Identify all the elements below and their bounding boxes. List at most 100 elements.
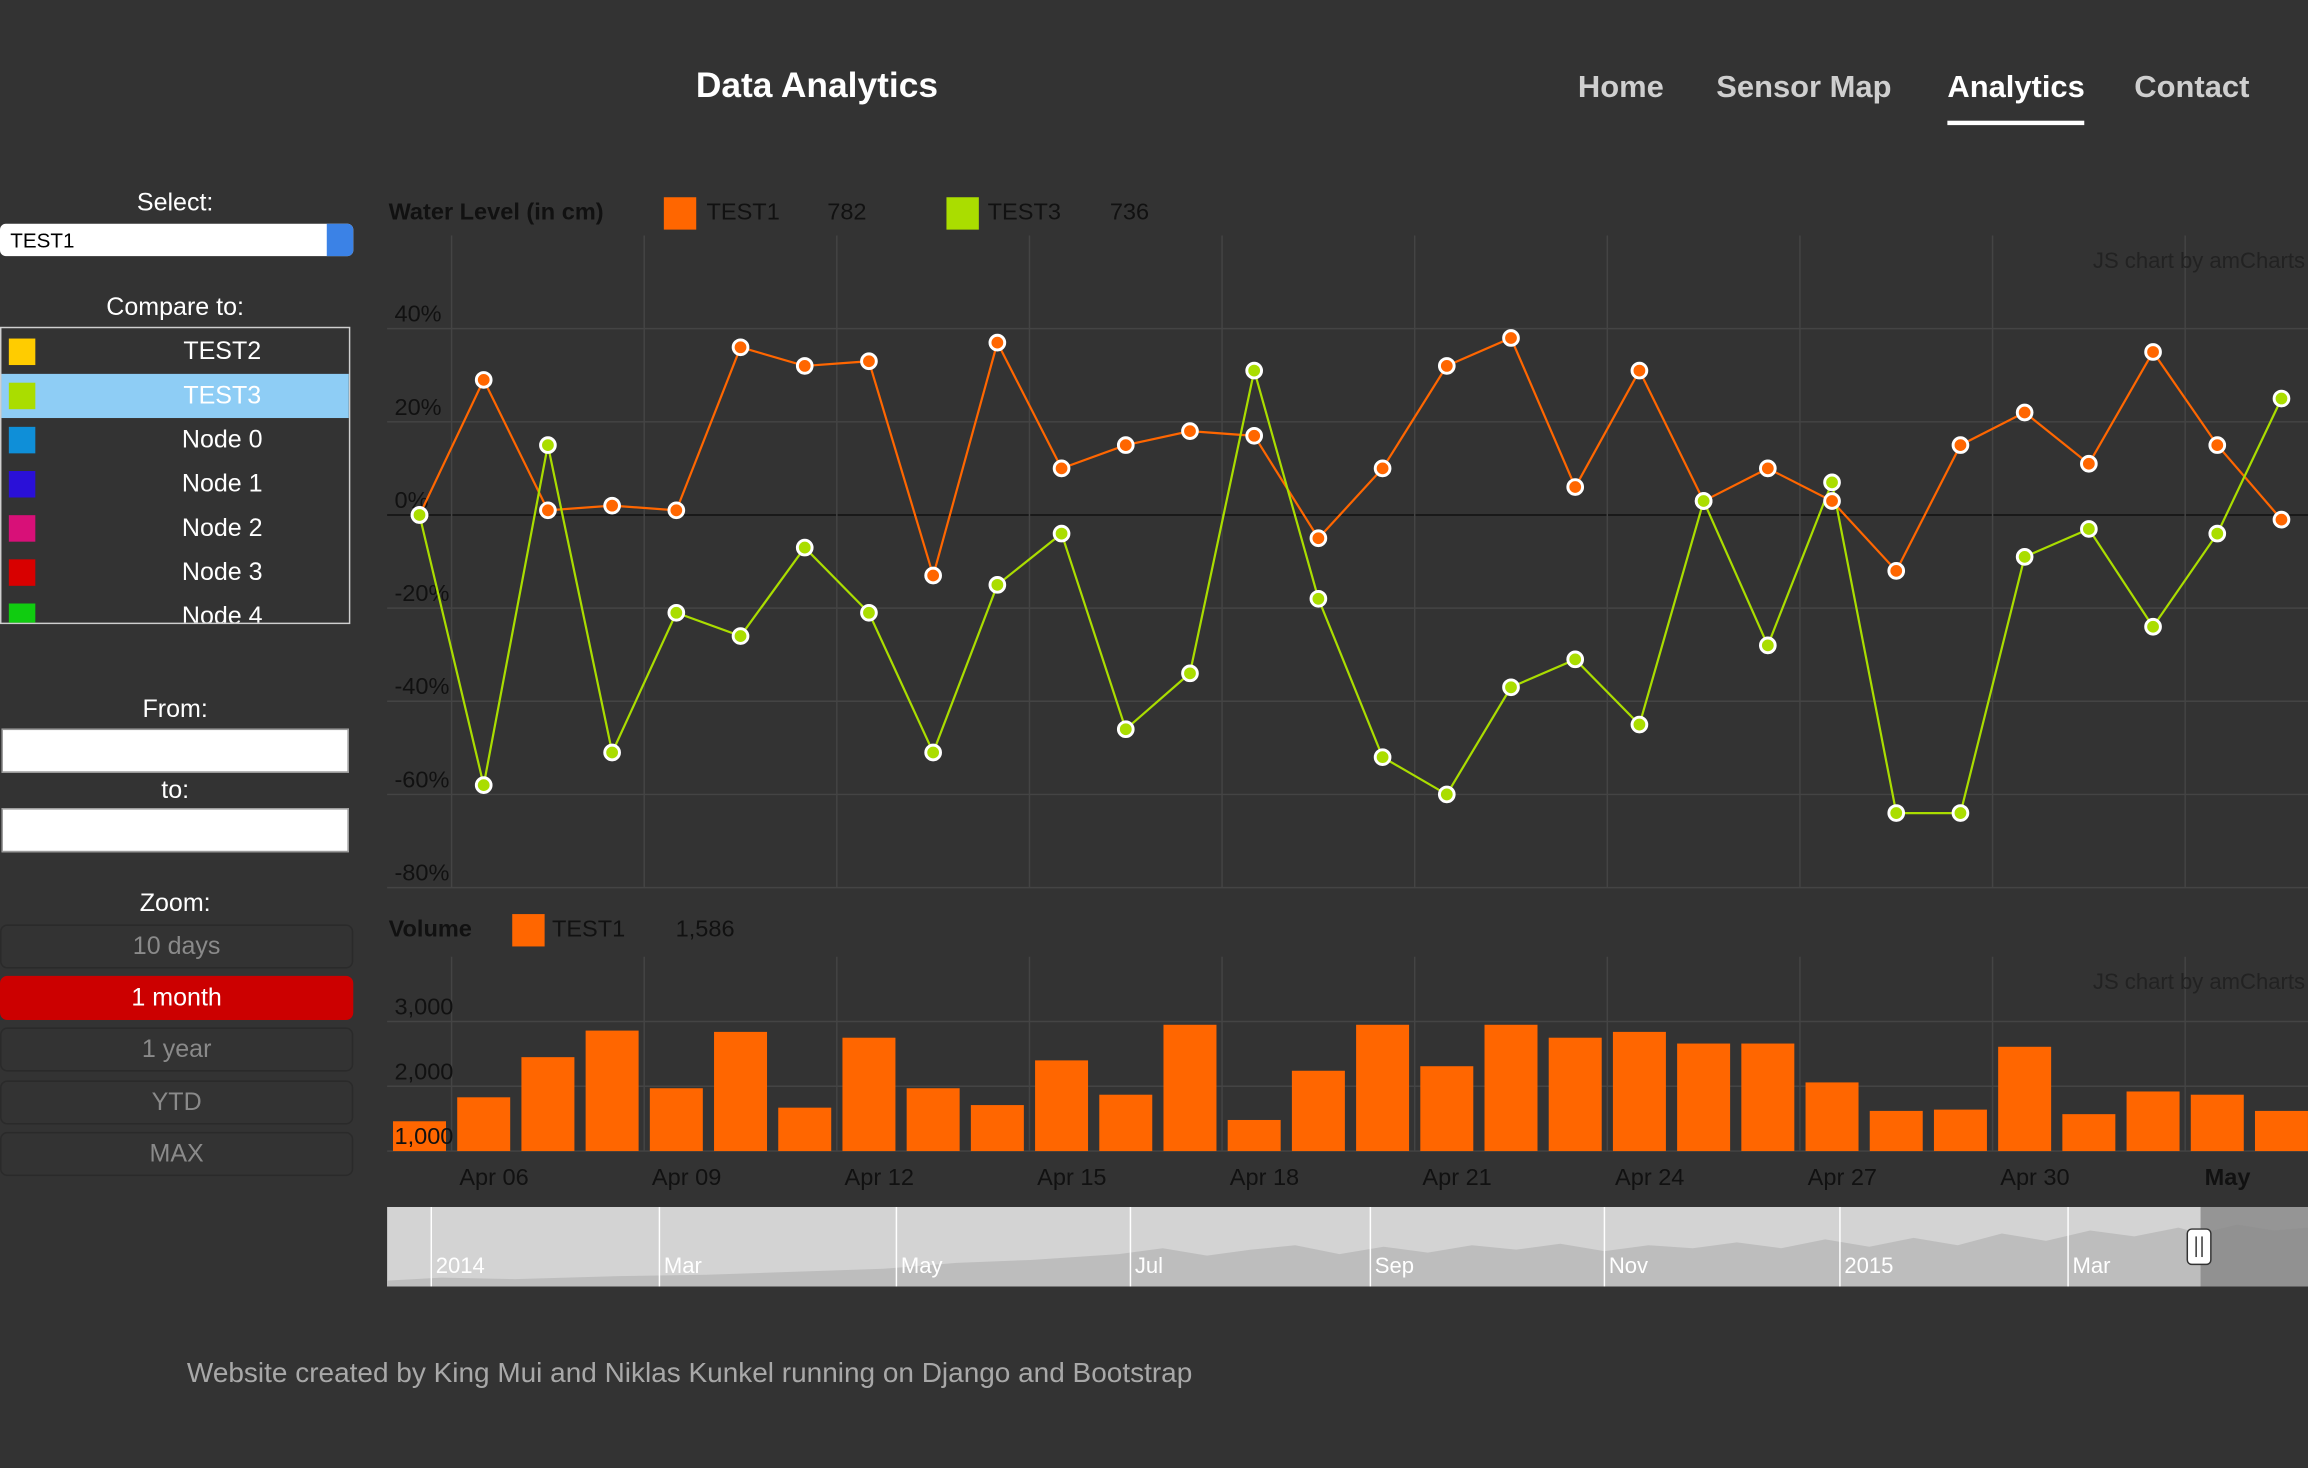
from-input[interactable]: [1, 728, 349, 773]
bar: [2126, 1091, 2180, 1152]
data-point: [2144, 343, 2162, 361]
data-point: [539, 436, 557, 454]
data-point: [2015, 403, 2034, 422]
compare-item[interactable]: Node 3: [1, 551, 348, 595]
compare-item[interactable]: Node 0: [1, 418, 348, 462]
data-point: [2144, 617, 2162, 636]
data-point: [667, 603, 686, 622]
data-point: [1116, 436, 1135, 454]
bar: [1291, 1070, 1345, 1152]
data-point: [1758, 459, 1777, 478]
data-point: [474, 776, 493, 794]
data-point: [1052, 459, 1071, 478]
zoom-button[interactable]: 1 month: [0, 975, 354, 1021]
color-swatch: [8, 559, 36, 586]
data-point: [1758, 636, 1777, 655]
x-tick-label: Apr 12: [845, 1164, 914, 1190]
navigator-label: Nov: [1609, 1253, 1648, 1278]
data-point: [1373, 748, 1392, 766]
data-point: [1181, 664, 1199, 683]
data-point: [731, 338, 750, 357]
legend-value: 1,586: [676, 915, 735, 941]
navigator-silhouette: [387, 1224, 2308, 1287]
chart-credit: JS chart by amCharts: [2093, 969, 2305, 994]
legend-label: TEST3: [988, 199, 1061, 225]
legend-label: TEST1: [707, 199, 780, 225]
bar: [393, 1121, 446, 1152]
color-swatch: [8, 382, 36, 410]
nav-link[interactable]: Sensor Map: [1716, 70, 1892, 105]
navigator-handle[interactable]: [2186, 1228, 2212, 1266]
data-point: [2208, 524, 2227, 543]
zoom-button[interactable]: 10 days: [0, 924, 354, 969]
bar: [521, 1057, 575, 1152]
data-point: [1437, 785, 1456, 804]
bar: [2190, 1094, 2244, 1152]
select-arrow: [326, 223, 354, 257]
data-point: [2015, 548, 2034, 566]
data-point: [539, 501, 557, 520]
color-swatch: [8, 338, 36, 366]
bar: [585, 1030, 639, 1152]
nav-link[interactable]: Home: [1577, 70, 1664, 105]
data-point: [795, 357, 814, 375]
data-point: [1052, 524, 1071, 543]
legend-swatch: [512, 914, 545, 947]
bar: [1869, 1110, 1923, 1152]
data-point: [1694, 492, 1713, 510]
nav-link[interactable]: Analytics: [1947, 71, 2085, 126]
data-point: [1630, 715, 1649, 734]
data-point: [1502, 329, 1520, 347]
data-point: [1309, 529, 1328, 548]
data-point: [1373, 459, 1392, 478]
to-input[interactable]: [1, 808, 349, 853]
zoom-button[interactable]: YTD: [0, 1080, 354, 1125]
navigator-label: 2014: [436, 1253, 485, 1278]
series-line: [418, 370, 2283, 815]
bar: [457, 1097, 511, 1152]
data-point: [1309, 589, 1328, 608]
compare-item[interactable]: Node 4: [1, 595, 348, 623]
compare-item[interactable]: TEST3: [1, 373, 349, 419]
data-point: [1887, 562, 1906, 580]
bar: [649, 1088, 703, 1152]
bar: [1163, 1024, 1217, 1152]
color-swatch: [8, 471, 36, 498]
bar: [1484, 1024, 1538, 1152]
x-tick-label: Apr 09: [652, 1164, 721, 1190]
zoom-button[interactable]: MAX: [0, 1131, 354, 1177]
data-point: [1887, 804, 1906, 822]
bar: [2062, 1114, 2116, 1152]
compare-item[interactable]: Node 1: [1, 462, 348, 506]
bar: [1677, 1043, 1731, 1152]
bar: [1356, 1024, 1410, 1152]
select[interactable]: TEST1: [0, 223, 354, 257]
x-tick-label: Apr 21: [1422, 1164, 1491, 1190]
y-tick-label: 3,000: [394, 993, 453, 1019]
compare-item[interactable]: Node 2: [1, 506, 348, 550]
navigator-label: May: [901, 1253, 943, 1278]
compare-item-label: Node 1: [181, 469, 263, 498]
chart-title: Water Level (in cm): [389, 199, 604, 225]
compare-list[interactable]: TEST2 TEST3 Node 0 Node 1 Node 2 Node 3 Node 4: [0, 326, 351, 625]
navigator-label: Sep: [1375, 1253, 1414, 1278]
select-value: TEST1: [10, 228, 75, 252]
bar: [714, 1031, 768, 1152]
zoom-button[interactable]: 1 year: [0, 1027, 354, 1072]
nav-link[interactable]: Contact: [2134, 70, 2250, 105]
chart-credit: JS chart by amCharts: [2093, 248, 2305, 273]
navigator-label: Mar: [2072, 1253, 2110, 1278]
select-label: Select:: [136, 188, 214, 217]
compare-item[interactable]: TEST2: [1, 330, 348, 374]
bar: [1420, 1066, 1474, 1152]
bar: [1227, 1119, 1281, 1152]
navigator-selection[interactable]: [2200, 1206, 2308, 1287]
bar: [1035, 1060, 1089, 1152]
data-point: [2080, 520, 2098, 538]
data-point: [860, 603, 878, 622]
navigator-label: Mar: [664, 1253, 702, 1278]
legend-value: 736: [1110, 199, 1149, 225]
y-tick-label: 1,000: [394, 1123, 453, 1149]
data-point: [988, 333, 1007, 352]
data-point: [1566, 478, 1585, 496]
